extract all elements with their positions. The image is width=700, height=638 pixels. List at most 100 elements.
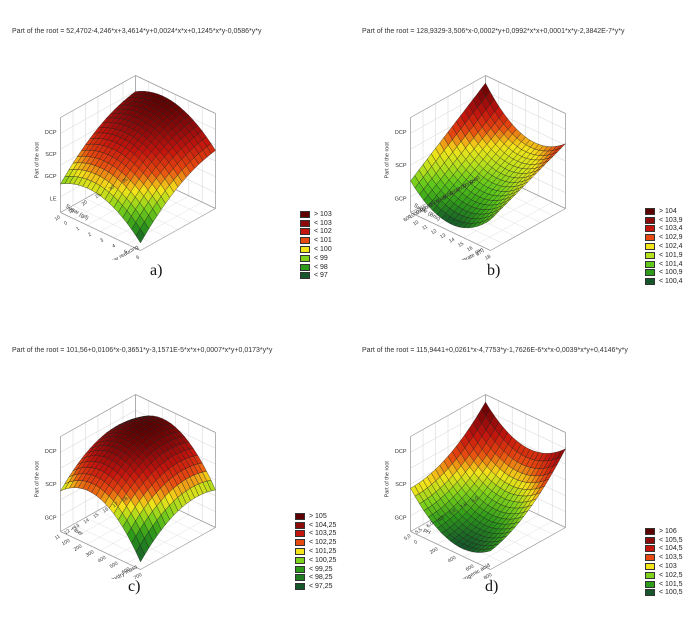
legend-label: < 99,25	[309, 565, 333, 573]
y-tick-label: 4000	[449, 186, 462, 197]
legend-label: > 103	[314, 210, 332, 218]
legend-swatch	[645, 269, 655, 277]
legend-swatch	[295, 583, 305, 591]
x-tick-label: 700	[133, 572, 143, 579]
surface-mesh	[60, 90, 216, 244]
legend-item: < 105,5	[645, 536, 683, 545]
color-legend: > 103 < 103 < 102 < 101 < 100 < 99 < 98 < 97	[300, 210, 332, 280]
legend-label: < 101,9	[659, 251, 683, 259]
color-legend: > 106 < 105,5 < 104,5 < 103,5 < 103 < 102,5 < …	[645, 527, 683, 597]
z-tick-label: GCP	[45, 174, 57, 180]
legend-item: < 103,4	[645, 225, 683, 234]
chart-title: Part of the root = 128,9329-3,506*x-0,00…	[362, 28, 625, 35]
legend-swatch	[645, 207, 655, 215]
legend-item: < 100,5	[645, 589, 683, 598]
x-tick-label: 100	[61, 538, 71, 547]
legend-item: < 101,5	[645, 580, 683, 589]
x-tick-label: 400	[97, 555, 107, 564]
x-tick-label: 500	[109, 561, 119, 570]
legend-item: < 101,25	[295, 547, 336, 556]
legend-label: < 102,9	[659, 234, 683, 242]
legend-label: < 102,25	[309, 539, 337, 547]
z-tick-label: SCP	[395, 482, 407, 488]
legend-item: < 102,9	[645, 233, 683, 242]
legend-swatch	[295, 548, 305, 556]
legend-label: < 100,9	[659, 269, 683, 277]
legend-item: < 102,5	[645, 571, 683, 580]
legend-item: < 98,25	[295, 574, 336, 583]
x-tick-label: 14	[448, 237, 456, 245]
z-tick-label: GCP	[395, 196, 407, 202]
legend-item: < 97	[300, 272, 332, 281]
legend-item: < 100,4	[645, 277, 683, 286]
legend-item: < 103,5	[645, 553, 683, 562]
y-tick-label: 8,0	[471, 495, 480, 504]
x-tick-label: 6	[135, 254, 141, 260]
y-tick-label: 15	[92, 512, 100, 520]
x-tick-label: 0	[63, 220, 69, 227]
legend-swatch	[645, 527, 655, 535]
legend-swatch	[300, 210, 310, 218]
z-tick-label: DCP	[395, 130, 407, 136]
y-tick-label: 15	[67, 207, 75, 215]
legend-label: < 97,25	[309, 583, 333, 591]
surface-plot: DCP SCP GCP Part of the root 5,05,56,06,57,0…	[385, 394, 566, 579]
legend-swatch	[645, 589, 655, 597]
z-tick-label: GCP	[395, 515, 407, 521]
x-tick-label: 5	[123, 249, 129, 256]
y-tick-label: 14	[83, 517, 91, 525]
legend-swatch	[295, 530, 305, 538]
legend-item: > 103	[300, 210, 332, 219]
legend-swatch	[295, 521, 305, 529]
legend-item: < 103,25	[295, 530, 336, 539]
color-legend: > 105 < 104,25 < 103,25 < 102,25 < 101,25 < 1…	[295, 512, 336, 591]
x-tick-label: 3	[99, 237, 105, 244]
legend-item: > 105	[295, 512, 336, 521]
legend-item: < 101	[300, 236, 332, 245]
legend-item: < 103,9	[645, 216, 683, 225]
legend-label: > 106	[659, 527, 677, 535]
x-tick-label: 15	[457, 241, 465, 249]
x-tick-label: 800	[483, 572, 493, 579]
legend-label: < 105,5	[659, 536, 683, 544]
surface-cell	[485, 547, 495, 553]
y-tick-label: 5500	[469, 175, 482, 186]
legend-label: < 103	[314, 219, 332, 227]
y-tick-label: 6,5	[437, 514, 446, 523]
surface-plot: DCP SCP GCP Part of the root 600100015002000…	[385, 75, 566, 260]
legend-swatch	[295, 556, 305, 564]
y-tick-label: 3500	[442, 190, 455, 201]
y-tick-label: 7,0	[448, 508, 457, 517]
y-tick-label: 16	[102, 506, 110, 514]
legend-label: < 103	[659, 563, 677, 571]
y-tick-label: 13	[73, 523, 81, 531]
legend-label: < 98,25	[309, 574, 333, 582]
legend-swatch	[300, 263, 310, 271]
legend-swatch	[300, 254, 310, 262]
legend-label: < 98	[314, 263, 328, 271]
legend-item: < 103	[300, 219, 332, 228]
legend-item: < 101,4	[645, 260, 683, 269]
x-tick-label: 200	[429, 546, 439, 555]
legend-label: < 100,5	[659, 589, 683, 597]
legend-swatch	[645, 243, 655, 251]
legend-label: < 100	[314, 246, 332, 254]
legend-item: > 104	[645, 207, 683, 216]
z-tick-label: DCP	[395, 449, 407, 455]
legend-label: < 101,5	[659, 580, 683, 588]
chart-panel: Part of the root = 101,56+0,0106*x-0,365…	[0, 319, 350, 638]
chart-title: Part of the root = 115,9441+0,0261*x-4,7…	[362, 347, 628, 354]
x-tick-label: 200	[73, 543, 83, 552]
legend-item: < 102,25	[295, 538, 336, 547]
legend-item: < 100,25	[295, 556, 336, 565]
y-axis-label: Fiber	[70, 526, 84, 538]
x-tick-label: 400	[447, 555, 457, 564]
legend-label: < 97	[314, 272, 328, 280]
y-axis-label: pH	[422, 527, 431, 536]
z-tick-label: DCP	[45, 449, 57, 455]
z-axis-label: Part of the root	[385, 461, 391, 498]
x-tick-label: 300	[85, 549, 95, 558]
legend-swatch	[645, 571, 655, 579]
